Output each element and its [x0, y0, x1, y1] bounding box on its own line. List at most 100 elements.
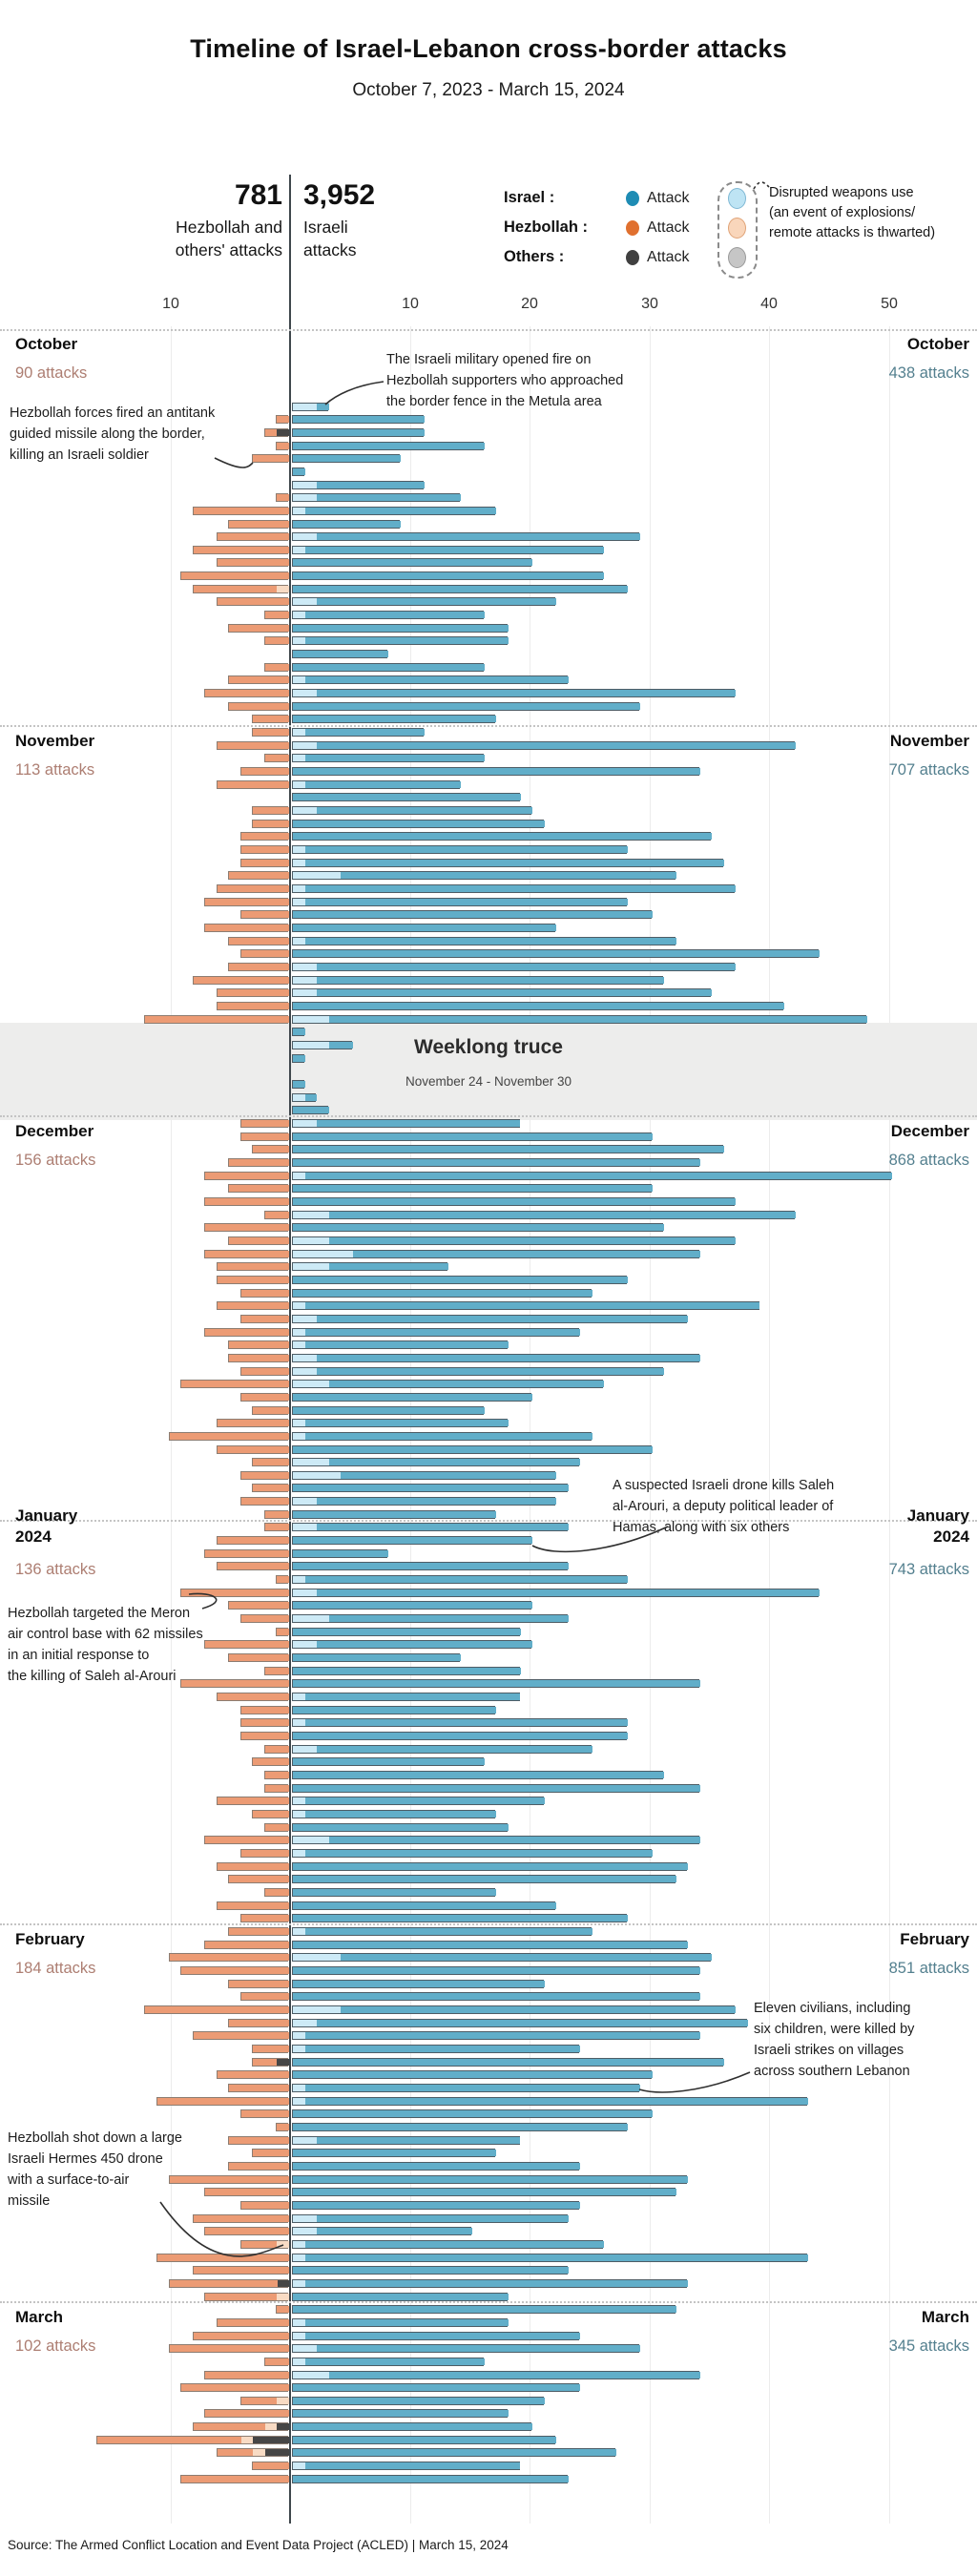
source-line: Source: The Armed Conflict Location and … — [8, 2538, 509, 2552]
israel-segment — [317, 403, 329, 410]
israel-disrupted-segment — [293, 2240, 305, 2248]
israel-bar-Dec 28 — [292, 1470, 557, 1480]
israel-segment — [293, 820, 545, 827]
hezbollah-bar-Nov 15 — [239, 910, 289, 920]
israel-bar-Dec 27 — [292, 1458, 581, 1467]
israel-segment — [304, 1811, 497, 1818]
israel-segment — [293, 651, 389, 658]
hezbollah-segment — [156, 2097, 289, 2105]
hezbollah-bar-Dec 24 — [216, 1419, 289, 1428]
israel-bar-Mar 13 — [292, 2462, 521, 2471]
hezbollah-bar-Feb 19 — [228, 2161, 290, 2171]
hezbollah-segment — [169, 1954, 289, 1962]
hezbollah-segment — [217, 598, 289, 606]
israel-segment — [304, 2332, 581, 2339]
hezbollah-segment — [240, 1393, 289, 1401]
israel-segment — [293, 1862, 689, 1870]
israel-bar-Mar 4 — [292, 2344, 640, 2354]
hezbollah-bar-Feb 21 — [204, 2188, 289, 2197]
israel-bar-Dec 15 — [292, 1301, 760, 1311]
israel-bar-Nov 9 — [292, 832, 713, 841]
hezbollah-bar-Jan 21 — [263, 1783, 289, 1793]
hezbollah-bar-Oct 14 — [276, 493, 289, 503]
israel-disrupted-segment — [293, 898, 305, 905]
israel-bar-Jan 26 — [292, 1849, 653, 1858]
israel-bar-Feb 15 — [292, 2109, 653, 2119]
israel-bar-Oct 24 — [292, 623, 509, 633]
hezbollah-segment — [264, 755, 289, 762]
hezbollah-bar-Feb 20 — [168, 2174, 289, 2184]
hezbollah-bar-Oct 17 — [216, 532, 289, 542]
hezbollah-segment — [229, 702, 290, 710]
israel-disrupted-segment — [293, 2332, 305, 2339]
hezbollah-segment — [240, 1119, 289, 1127]
israel-bar-Nov 28 — [292, 1079, 305, 1089]
israel-bar-Nov 14 — [292, 897, 629, 906]
israel-segment — [304, 755, 485, 762]
israel-disrupted-segment — [293, 1459, 329, 1466]
israel-bar-Mar 6 — [292, 2370, 700, 2379]
disrupted-legend-note: Disrupted weapons use (an event of explo… — [769, 185, 936, 240]
hezbollah-bar-Nov 7 — [252, 806, 290, 815]
hezbollah-bar-Oct 30 — [228, 701, 290, 711]
hezbollah-bar-Jan 17 — [239, 1732, 289, 1740]
israel-segment — [304, 2045, 581, 2052]
truce-band — [0, 1023, 977, 1120]
israel-disrupted-segment — [293, 989, 318, 997]
hezbollah-disrupted-segment — [277, 2293, 289, 2300]
hezbollah-bar-Jan 31 — [239, 1914, 289, 1923]
israel-bar-Dec 24 — [292, 1419, 509, 1428]
hezbollah-bar-Feb 1 — [228, 1927, 290, 1936]
israel-bar-Nov 7 — [292, 806, 532, 815]
israel-segment — [293, 1733, 629, 1739]
hezbollah-segment — [229, 624, 290, 632]
hezbollah-bar-Jan 22 — [216, 1797, 289, 1806]
hezbollah-bar-Feb 3 — [168, 1953, 289, 1963]
hezbollah-bar-Nov 11 — [239, 858, 289, 867]
israel-bar-Oct 21 — [292, 584, 629, 593]
israel-disrupted-segment — [293, 1420, 305, 1427]
israel-bar-Dec 22 — [292, 1392, 532, 1402]
israel-segment — [293, 455, 401, 463]
israel-bar-Oct 14 — [292, 493, 461, 503]
israel-bar-Nov 13 — [292, 884, 737, 893]
israel-bar-Oct 19 — [292, 558, 532, 568]
israel-segment — [293, 1107, 329, 1114]
israel-bar-Jan 28 — [292, 1875, 676, 1884]
hezbollah-bar-Feb 22 — [239, 2200, 289, 2210]
israel-segment — [293, 1445, 653, 1453]
israel-segment — [317, 533, 640, 541]
hezbollah-segment — [217, 780, 289, 788]
hezbollah-segment — [181, 2384, 290, 2392]
israel-segment — [293, 2384, 581, 2392]
month-count-december-left: 156 attacks — [15, 1152, 96, 1169]
disrupted-hezbollah-dot-icon — [728, 218, 746, 239]
hezbollah-bar-Dec 23 — [252, 1405, 290, 1415]
hezbollah-segment — [253, 2462, 290, 2470]
hezbollah-segment — [264, 1745, 289, 1753]
month-label-january-right: January 2024 — [906, 1506, 969, 1546]
israel-segment — [293, 1549, 389, 1557]
hezbollah-segment — [169, 2345, 289, 2353]
hezbollah-segment — [193, 2214, 289, 2222]
israel-disrupted-segment — [293, 885, 305, 892]
israel-segment — [304, 2462, 521, 2470]
hezbollah-segment — [181, 1680, 290, 1688]
israel-segment — [317, 1354, 700, 1361]
hezbollah-bar-Dec 27 — [252, 1458, 290, 1467]
israel-segment — [293, 1146, 724, 1153]
israel-bar-Nov 25 — [292, 1040, 353, 1049]
israel-bar-Oct 15 — [292, 506, 497, 515]
hezbollah-bar-Jan 20 — [263, 1771, 289, 1779]
hezbollah-bar-Mar 6 — [204, 2370, 289, 2379]
israel-disrupted-segment — [293, 2214, 318, 2222]
others-segment — [264, 2449, 290, 2457]
legend-others-label: Others : — [504, 248, 565, 265]
israel-segment — [317, 1119, 521, 1127]
hezbollah-bar-Dec 26 — [216, 1444, 289, 1454]
israel-disrupted-segment — [293, 1928, 305, 1935]
hezbollah-bar-Feb 16 — [276, 2122, 289, 2131]
israel-segment — [293, 1028, 305, 1036]
month-separator-november — [0, 725, 977, 727]
